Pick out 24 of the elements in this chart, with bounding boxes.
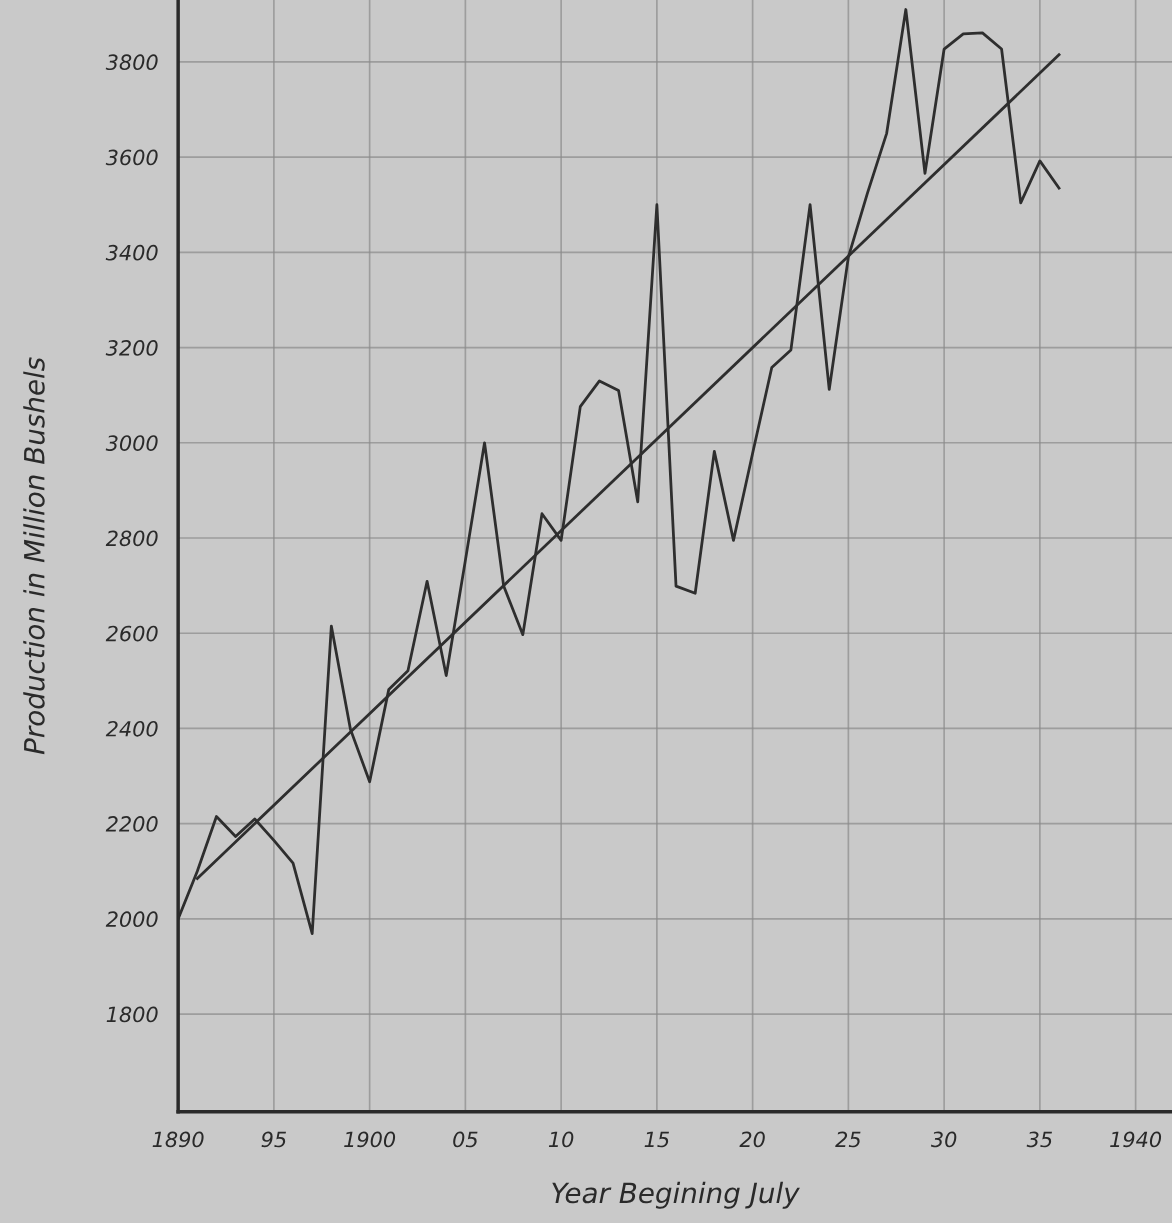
y-tick-label: 2600: [105, 625, 158, 642]
y-tick-label: 3800: [105, 54, 158, 71]
y-tick-label: 1800: [106, 1006, 158, 1023]
y-tick-label: 2400: [105, 720, 158, 737]
x-tick-label: 95: [261, 1131, 286, 1148]
y-axis-title: Production in Million Bushels: [23, 357, 45, 755]
y-tick-label: 3200: [105, 340, 158, 356]
y-tick-label: 2200: [105, 816, 158, 832]
x-tick-label: 30: [930, 1131, 957, 1148]
x-tick-label: 1900: [344, 1131, 396, 1148]
x-tick-label: 20: [739, 1131, 765, 1148]
x-tick-label: 1940: [1110, 1131, 1162, 1148]
x-tick-label: 35: [1026, 1131, 1052, 1148]
x-tick-label: 05: [453, 1131, 478, 1148]
y-tick-label: 3600: [105, 149, 158, 166]
x-tick-label: 25: [835, 1131, 861, 1148]
y-tick-label: 3400: [105, 244, 158, 261]
y-tick-label: 2800: [105, 530, 158, 547]
y-tick-label: 3000: [105, 435, 158, 451]
y-tick-label: 2000: [105, 911, 158, 928]
x-tick-label: 10: [548, 1131, 574, 1148]
x-tick-label: 1890: [152, 1131, 204, 1148]
x-tick-label: 15: [644, 1131, 669, 1148]
x-axis-title: Year Begining July: [552, 1181, 800, 1209]
